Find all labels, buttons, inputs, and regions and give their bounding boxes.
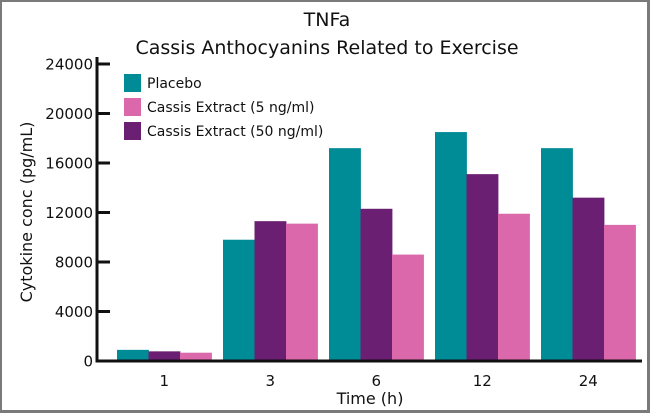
bar-cassis-extract-5-ng-ml-t3 — [286, 223, 318, 361]
x-axis-title: Time (h) — [336, 389, 404, 408]
bar-cassis-extract-50-ng-ml-t6 — [360, 208, 393, 361]
legend: Placebo Cassis Extract (5 ng/ml) Cassis Ex… — [124, 74, 323, 140]
x-tick-label: 12 — [473, 372, 492, 390]
bar-placebo-t24 — [541, 148, 573, 361]
x-tick-label: 1 — [159, 372, 169, 390]
bar-placebo-t1 — [117, 349, 149, 361]
legend-swatch — [124, 122, 141, 140]
bar-cassis-extract-50-ng-ml-t24 — [572, 197, 605, 361]
y-axis-title: Cytokine conc (pg/mL) — [17, 122, 36, 303]
y-tick-label: 16000 — [45, 155, 93, 173]
y-tick-label: 0 — [83, 353, 93, 371]
x-tick-label: 24 — [579, 372, 598, 390]
legend-label: Cassis Extract (50 ng/ml) — [147, 124, 323, 140]
bar-cassis-extract-5-ng-ml-t12 — [498, 213, 530, 361]
y-tick-label: 24000 — [45, 56, 93, 74]
legend-item: Cassis Extract (5 ng/ml) — [124, 98, 314, 116]
legend-item: Cassis Extract (50 ng/ml) — [124, 122, 323, 140]
bar-placebo-t12 — [435, 132, 467, 361]
chart-subtitle: Cassis Anthocyanins Related to Exercise — [135, 37, 518, 59]
x-tick-label: 6 — [371, 372, 381, 390]
bar-cassis-extract-50-ng-ml-t12 — [466, 174, 499, 361]
legend-label: Placebo — [147, 76, 202, 92]
legend-label: Cassis Extract (5 ng/ml) — [147, 100, 314, 116]
legend-item: Placebo — [124, 74, 202, 92]
legend-swatch — [124, 74, 141, 92]
bar-placebo-t3 — [223, 239, 255, 361]
y-tick-label: 8000 — [55, 254, 93, 272]
bar-cassis-extract-50-ng-ml-t1 — [148, 351, 181, 361]
bar-cassis-extract-5-ng-ml-t24 — [604, 224, 636, 361]
bar-placebo-t6 — [329, 148, 361, 361]
bar-cassis-extract-5-ng-ml-t1 — [180, 352, 212, 361]
bars-group — [117, 132, 636, 361]
axes-group: 0 4000 8000 12000 16000 20000 24000 1 3 6 12 24 — [45, 56, 642, 390]
legend-swatch — [124, 98, 141, 116]
y-tick-label: 4000 — [55, 303, 93, 321]
bar-cassis-extract-50-ng-ml-t3 — [254, 221, 287, 361]
y-tick-label: 12000 — [45, 204, 93, 222]
y-tick-label: 20000 — [45, 105, 93, 123]
bar-cassis-extract-5-ng-ml-t6 — [392, 254, 424, 361]
x-tick-label: 3 — [265, 372, 275, 390]
chart-title: TNFa — [303, 9, 351, 31]
